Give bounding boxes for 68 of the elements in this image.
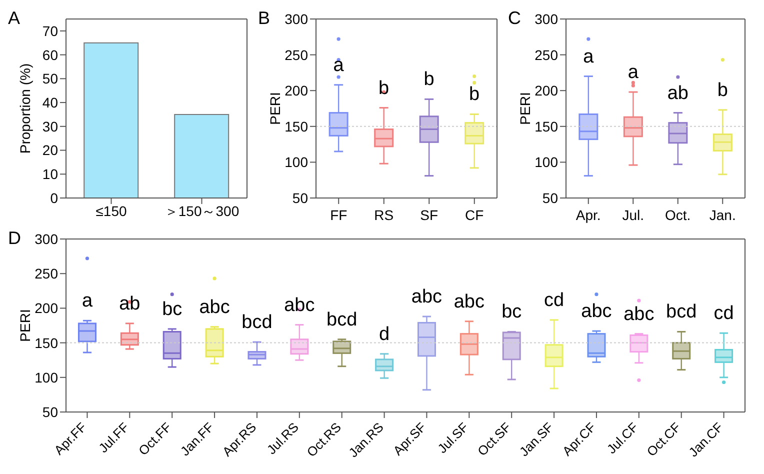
y-tick-label: 150 [34,334,58,351]
y-tick-label: 200 [534,82,558,99]
y-tick-label: 250 [284,46,308,63]
y-tick-label: 100 [34,369,58,386]
y-tick-label: 50 [42,404,58,420]
x-tick-label: RS [374,207,394,223]
annotation: abc [284,294,315,316]
annotation: abc [454,291,484,312]
x-tick-label: ≤150 [96,202,127,219]
y-tick-label: 50 [542,190,558,206]
x-tick-label: CF [465,207,484,223]
annotation: b [469,84,480,106]
y-tick-label: 200 [34,300,58,316]
x-tick-label: Oct. [665,207,691,223]
y-tick-label: 50 [292,190,308,206]
y-tick-label: 70 [42,22,58,39]
y-tick-label: 40 [42,94,58,111]
chart-title: A [8,8,20,29]
annotation: b [378,78,390,99]
annotation: abc [581,301,612,322]
y-tick-label: 10 [42,166,58,182]
x-tick-label: FF [330,207,348,223]
annotation: b [717,80,728,101]
chart-title: C [508,8,521,29]
y-tick-label: 150 [534,118,558,134]
annotation: a [628,62,639,84]
y-tick-label: 0 [50,190,58,206]
annotation: a [82,290,93,312]
annotation: abc [411,286,442,308]
y-axis-title: Proportion (%) [16,63,33,154]
y-tick-label: 300 [534,10,558,27]
y-tick-label: 20 [42,142,58,158]
y-tick-label: 200 [284,82,308,99]
y-axis-title: PERI [16,309,33,342]
y-tick-label: 100 [534,154,558,170]
y-axis-title: PERI [266,92,283,125]
y-tick-label: 150 [284,118,308,134]
annotation: abc [199,296,230,318]
annotation: cd [714,303,734,324]
annotation: abc [624,304,654,325]
annotation: bc [502,302,522,323]
y-tick-label: 250 [534,46,558,63]
annotation: ab [119,293,140,314]
x-tick-label: Jan. [709,207,736,223]
x-tick-label: ＞150～300 [164,202,240,219]
y-tick-label: 300 [284,10,308,27]
y-tick-label: 30 [42,118,58,134]
x-tick-label: Apr. [576,207,601,223]
annotation: d [379,324,390,345]
y-tick-label: 50 [42,70,58,87]
annotation: cd [544,290,564,311]
annotation: bc [162,298,182,320]
annotation: bcd [326,309,358,330]
annotation: bcd [242,312,272,334]
annotation: a [583,46,594,68]
annotation: a [333,54,344,76]
y-tick-label: 100 [284,154,308,170]
annotation: bcd [666,302,697,323]
annotation: ab [667,82,688,104]
chart-title: D [8,228,21,249]
chart-title: B [258,8,270,29]
y-tick-label: 250 [34,266,58,282]
y-tick-label: 300 [34,230,58,247]
y-tick-label: 60 [42,46,58,63]
y-axis-title: PERI [516,92,533,125]
annotation: b [424,69,434,90]
x-tick-label: Jul. [622,207,644,223]
x-tick-label: SF [420,207,438,223]
